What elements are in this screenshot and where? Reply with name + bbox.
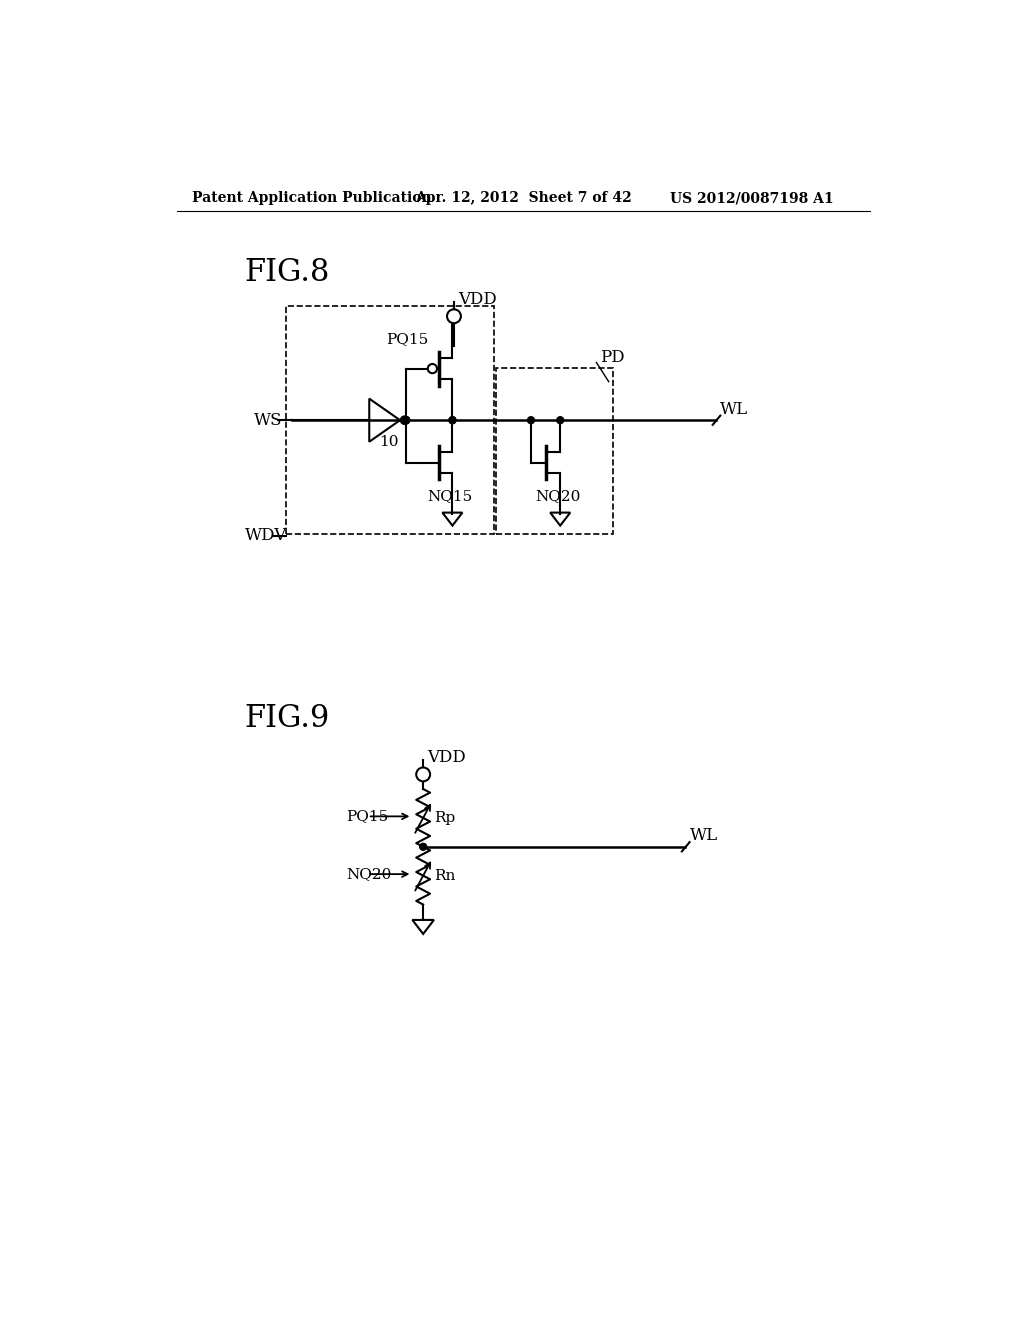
Text: PD: PD xyxy=(600,348,625,366)
Circle shape xyxy=(447,309,461,323)
Text: Patent Application Publication: Patent Application Publication xyxy=(193,191,432,206)
Circle shape xyxy=(449,417,456,424)
Text: US 2012/0087198 A1: US 2012/0087198 A1 xyxy=(670,191,834,206)
Circle shape xyxy=(428,364,437,374)
Text: FIG.9: FIG.9 xyxy=(245,704,330,734)
Text: NQ20: NQ20 xyxy=(535,488,581,503)
Circle shape xyxy=(527,417,535,424)
Text: WL: WL xyxy=(720,401,749,418)
Text: Rn: Rn xyxy=(434,869,456,883)
Circle shape xyxy=(420,843,427,850)
Circle shape xyxy=(402,417,410,424)
Text: WS: WS xyxy=(254,412,283,429)
Polygon shape xyxy=(442,512,463,525)
Text: VDD: VDD xyxy=(458,290,497,308)
Polygon shape xyxy=(550,512,570,525)
Circle shape xyxy=(449,417,456,424)
Text: WDV: WDV xyxy=(245,527,287,544)
Text: PQ15: PQ15 xyxy=(346,809,388,824)
Text: Apr. 12, 2012  Sheet 7 of 42: Apr. 12, 2012 Sheet 7 of 42 xyxy=(416,191,632,206)
Circle shape xyxy=(402,417,410,424)
Text: 10: 10 xyxy=(379,434,398,449)
Circle shape xyxy=(400,416,409,424)
Bar xyxy=(286,306,494,535)
Polygon shape xyxy=(413,920,434,935)
Text: VDD: VDD xyxy=(427,748,466,766)
Circle shape xyxy=(557,417,563,424)
Text: WL: WL xyxy=(689,828,718,845)
Text: Rp: Rp xyxy=(434,810,456,825)
Bar xyxy=(496,368,612,535)
Circle shape xyxy=(416,767,430,781)
Text: FIG.8: FIG.8 xyxy=(245,257,330,288)
Text: NQ15: NQ15 xyxy=(427,488,472,503)
Circle shape xyxy=(402,417,410,424)
Text: PQ15: PQ15 xyxy=(386,333,428,346)
Polygon shape xyxy=(370,399,400,442)
Text: NQ20: NQ20 xyxy=(346,867,391,882)
